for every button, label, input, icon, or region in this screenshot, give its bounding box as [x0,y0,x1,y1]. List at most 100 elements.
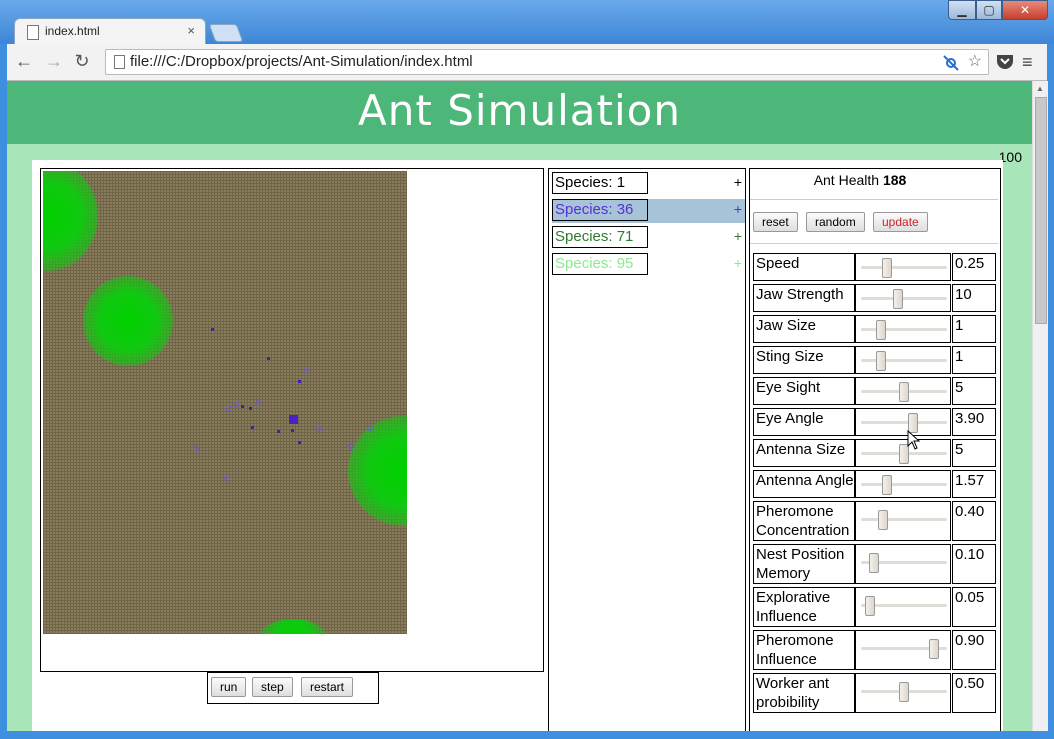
parameter-slider[interactable] [855,470,951,498]
slider-handle[interactable] [892,289,903,309]
extension-icon[interactable] [942,54,960,72]
slider-handle[interactable] [882,258,893,278]
parameter-slider[interactable] [855,501,951,541]
divider [750,199,998,200]
tab-close-icon[interactable]: × [187,23,195,38]
parameter-row: Worker ant probibility 0.50 [753,673,997,713]
parameter-label: Jaw Strength [753,284,855,312]
vertical-scrollbar[interactable]: ▲ [1032,81,1048,731]
slider-handle[interactable] [899,382,909,402]
parameter-slider[interactable] [855,346,951,374]
plus-icon[interactable]: + [733,255,742,271]
pocket-icon[interactable] [995,53,1015,71]
parameter-slider[interactable] [855,408,951,436]
slider-track[interactable] [861,297,947,300]
slider-track[interactable] [861,518,947,521]
run-button[interactable]: run [211,677,247,697]
slider-track[interactable] [861,266,947,269]
plus-icon[interactable]: + [733,174,742,190]
close-window-button[interactable]: ✕ [1002,0,1048,20]
minimize-button[interactable]: ▁ [948,0,976,20]
slider-track[interactable] [861,561,947,564]
parameter-label: Sting Size [753,346,855,374]
slider-track[interactable] [861,647,947,650]
slider-handle[interactable] [908,413,919,433]
star-icon[interactable]: ☆ [967,53,982,70]
slider-track[interactable] [861,359,947,362]
species-item[interactable]: Species: 71 + [552,226,745,250]
parameter-slider[interactable] [855,587,951,627]
forward-icon[interactable]: → [45,51,63,71]
slider-handle[interactable] [876,351,887,371]
slider-handle[interactable] [876,320,887,340]
plus-icon[interactable]: + [733,201,742,217]
ant [291,429,294,432]
restart-button[interactable]: restart [301,677,354,697]
scroll-up-icon[interactable]: ▲ [1036,84,1044,93]
tab-title: index.html [45,24,100,38]
page-header: Ant Simulation [7,81,1032,144]
ant [298,441,301,444]
new-tab-button[interactable] [208,24,244,42]
parameter-row: Antenna Angle 1.57 [753,470,997,498]
slider-track[interactable] [861,604,947,607]
random-button[interactable]: random [806,212,865,232]
slider-handle[interactable] [882,475,893,495]
species-item[interactable]: Species: 95 + [552,253,745,277]
parameter-label: Pheromone Influence [753,630,855,670]
slider-handle[interactable] [868,553,879,573]
back-icon[interactable]: ← [15,51,33,71]
reset-button[interactable]: reset [753,212,798,232]
ant [348,443,354,449]
parameter-slider[interactable] [855,315,951,343]
parameter-value: 0.40 [952,501,996,541]
parameter-value: 0.10 [952,544,996,584]
divider [750,243,998,244]
parameter-label: Antenna Angle [753,470,855,498]
parameter-value: 3.90 [952,408,996,436]
page-viewport: Ant Simulation 100 [7,81,1032,731]
mouse-cursor-icon [907,430,921,450]
browser-tab[interactable]: index.html × [14,18,206,45]
parameter-slider[interactable] [855,544,951,584]
parameter-slider[interactable] [855,673,951,713]
slider-track[interactable] [861,483,947,486]
simulation-canvas[interactable] [43,171,407,634]
address-bar[interactable]: file:///C:/Dropbox/projects/Ant-Simulati… [105,49,989,75]
plus-icon[interactable]: + [733,228,742,244]
parameter-slider[interactable] [855,377,951,405]
species-item[interactable]: Species: 36 + [552,199,745,223]
slider-track[interactable] [861,421,947,424]
parameter-slider[interactable] [855,284,951,312]
update-button[interactable]: update [873,212,928,232]
reload-icon[interactable]: ↻ [74,51,90,71]
parameter-slider[interactable] [855,630,951,670]
ant [277,430,280,433]
parameter-slider[interactable] [855,439,951,467]
page-icon [114,55,125,69]
step-button[interactable]: step [252,677,293,697]
parameter-label: Antenna Size [753,439,855,467]
menu-icon[interactable]: ≡ [1022,52,1033,72]
scrollbar-thumb[interactable] [1035,97,1047,324]
species-item[interactable]: Species: 1 + [552,172,745,196]
maximize-button[interactable]: ▢ [976,0,1002,20]
slider-handle[interactable] [864,596,875,616]
parameter-value: 0.25 [952,253,996,281]
parameter-value: 0.50 [952,673,996,713]
parameter-value: 0.90 [952,630,996,670]
ant-health: Ant Health 188 [750,172,970,188]
parameter-slider[interactable] [855,253,951,281]
slider-handle[interactable] [929,639,940,659]
parameter-value: 1 [952,346,996,374]
parameter-row: Nest Position Memory 0.10 [753,544,997,584]
slider-handle[interactable] [899,682,909,702]
slider-handle[interactable] [878,510,889,530]
page-file-icon [27,25,39,40]
food-source [83,276,173,366]
slider-handle[interactable] [899,444,909,464]
parameter-row: Pheromone Concentration 0.40 [753,501,997,541]
slider-track[interactable] [861,328,947,331]
parameter-label: Eye Angle [753,408,855,436]
ant [193,445,199,451]
